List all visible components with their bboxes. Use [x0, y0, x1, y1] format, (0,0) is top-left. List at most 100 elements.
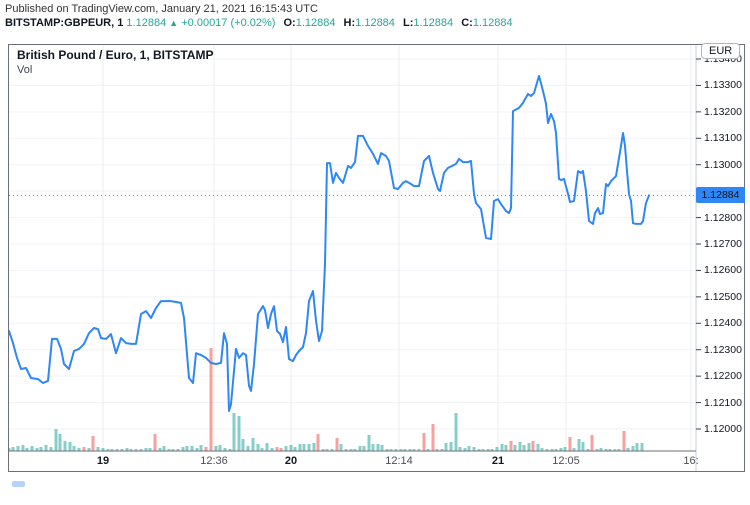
- volume-bar: [134, 449, 138, 451]
- volume-bar: [376, 444, 380, 451]
- time-axis-label-time: 16:: [683, 455, 699, 467]
- volume-bar: [385, 449, 389, 451]
- volume-bar: [101, 448, 105, 451]
- volume-bar: [330, 449, 334, 451]
- volume-bar: [91, 436, 95, 451]
- price-chart-plot[interactable]: [9, 45, 744, 471]
- volume-bar: [171, 449, 175, 451]
- volume-bar: [275, 447, 279, 451]
- volume-bar: [481, 449, 485, 451]
- volume-bar: [389, 449, 393, 451]
- volume-bar: [110, 449, 114, 451]
- volume-bar: [279, 448, 283, 451]
- volume-bar: [25, 448, 29, 451]
- price-axis-label: 1.12700: [704, 238, 742, 250]
- volume-bar: [344, 449, 348, 451]
- volume-bar: [21, 445, 25, 451]
- price-axis-label: 1.12000: [704, 423, 742, 435]
- high-label: H:: [343, 17, 356, 29]
- volume-bar: [412, 449, 416, 451]
- volume-bar: [312, 443, 316, 451]
- volume-bar: [518, 442, 522, 451]
- volume-bar: [490, 449, 494, 451]
- price-axis-label: 1.12800: [704, 211, 742, 224]
- volume-bar: [500, 444, 504, 451]
- volume-bar: [49, 447, 53, 451]
- volume-bar: [106, 449, 110, 451]
- volume-bar: [241, 439, 245, 451]
- volume-bar: [120, 449, 124, 451]
- volume-bar: [458, 447, 462, 451]
- volume-bar: [115, 449, 119, 451]
- volume-bar: [16, 446, 20, 451]
- volume-bar: [435, 449, 439, 451]
- volume-pane-label: Vol: [17, 64, 33, 76]
- volume-bar: [209, 348, 213, 451]
- last-price-badge: 1.12884: [696, 187, 745, 204]
- volume-bar: [559, 448, 563, 451]
- volume-bar: [260, 448, 264, 451]
- volume-bar: [422, 433, 426, 451]
- volume-bar: [270, 448, 274, 451]
- volume-bar: [635, 443, 639, 451]
- tradingview-logo-fragment: [12, 481, 25, 487]
- volume-bar: [77, 448, 81, 451]
- high-value: 1.12884: [355, 17, 395, 29]
- chart-title: British Pound / Euro, 1, BITSTAMP: [17, 48, 214, 62]
- volume-bar: [228, 449, 232, 451]
- volume-bar: [302, 444, 306, 451]
- price-axis-label: 1.13200: [704, 105, 742, 118]
- volume-bar: [58, 434, 62, 451]
- volume-bar: [504, 445, 508, 451]
- volume-bar: [144, 448, 148, 451]
- volume-bar: [403, 449, 407, 451]
- time-axis-label-day: 21: [491, 455, 505, 467]
- volume-bar: [608, 449, 612, 451]
- price-axis-label: 1.12200: [704, 370, 742, 383]
- volume-bar: [63, 441, 67, 451]
- volume-bar: [399, 449, 403, 451]
- volume-bar: [367, 435, 371, 451]
- volume-bar: [289, 445, 293, 451]
- time-axis-label-day: 19: [96, 455, 110, 467]
- volume-bar: [426, 449, 430, 451]
- currency-badge: EUR: [701, 43, 741, 59]
- volume-bar: [35, 448, 39, 451]
- volume-bar: [158, 448, 162, 451]
- volume-bar: [595, 449, 599, 451]
- volume-bar: [586, 449, 590, 451]
- volume-bar: [96, 447, 100, 451]
- volume-bar: [153, 434, 157, 451]
- last-price-value: 1.12884: [126, 17, 167, 29]
- volume-bar: [531, 441, 535, 451]
- volume-bar: [11, 447, 15, 451]
- close-value: 1.12884: [472, 17, 513, 29]
- volume-bar: [9, 448, 11, 451]
- chart-frame[interactable]: British Pound / Euro, 1, BITSTAMP Vol EU…: [8, 43, 745, 472]
- volume-bar: [185, 446, 189, 451]
- volume-bar: [581, 442, 585, 451]
- price-axis-label: 1.12100: [704, 396, 742, 409]
- volume-bar: [617, 449, 621, 451]
- volume-bar: [472, 447, 476, 451]
- volume-bar: [204, 447, 208, 451]
- volume-bar: [44, 445, 48, 451]
- volume-bar: [72, 446, 76, 451]
- volume-bar: [39, 447, 43, 451]
- volume-bar: [148, 448, 152, 451]
- volume-bar: [486, 449, 490, 451]
- volume-bar: [307, 444, 311, 451]
- volume-bar: [68, 442, 72, 451]
- volume-bar: [325, 449, 329, 451]
- volume-bar: [251, 438, 255, 451]
- price-axis-label: 1.12600: [704, 264, 742, 277]
- volume-bar: [54, 429, 58, 451]
- published-line: Published on TradingView.com, January 21…: [5, 3, 318, 15]
- volume-bar: [408, 449, 412, 451]
- volume-bar: [394, 449, 398, 451]
- volume-bar: [527, 443, 531, 451]
- low-value: 1.12884: [413, 17, 454, 29]
- volume-bar: [463, 448, 467, 451]
- price-axis-label: 1.12500: [704, 290, 742, 303]
- volume-bar: [550, 449, 554, 451]
